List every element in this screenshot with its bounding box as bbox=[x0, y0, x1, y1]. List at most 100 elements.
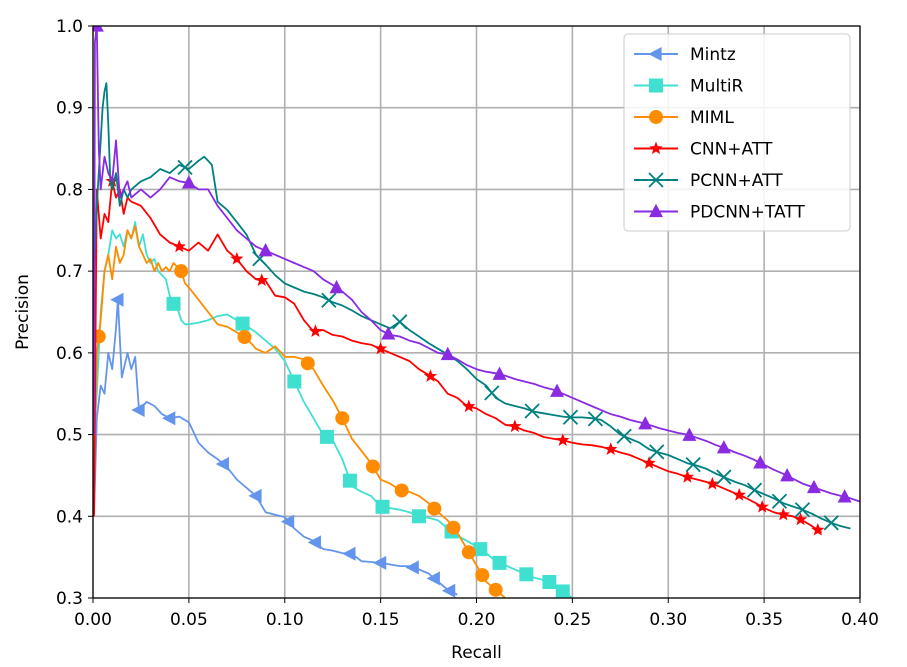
x-tick-label: 0.25 bbox=[553, 610, 591, 630]
y-tick-label: 0.9 bbox=[56, 99, 83, 119]
data-point-pdcnn-tatt bbox=[550, 383, 565, 397]
data-point-pcnn-att bbox=[716, 469, 732, 485]
x-tick-label: 0.10 bbox=[266, 610, 304, 630]
legend-marker bbox=[649, 110, 663, 124]
data-point-pdcnn-tatt bbox=[381, 326, 396, 340]
legend-label: Mintz bbox=[690, 45, 736, 65]
axis-ticks: 0.00 0.05 0.10 0.15 0.20 0.25 0.30 0.35 0.40 0.3 0… bbox=[56, 17, 879, 630]
series-line-pdcnn-tatt bbox=[93, 26, 860, 503]
data-point-cnn-att bbox=[423, 369, 438, 382]
legend-item-cnn-att: CNN+ATT bbox=[634, 140, 773, 160]
y-tick-label: 0.7 bbox=[56, 262, 83, 282]
x-tick-label: 0.05 bbox=[170, 610, 208, 630]
data-point-multir bbox=[411, 509, 426, 524]
data-point-pdcnn-tatt bbox=[837, 489, 852, 503]
data-point-pcnn-att bbox=[823, 515, 839, 531]
y-tick-label: 0.4 bbox=[56, 507, 83, 527]
data-point-pdcnn-tatt bbox=[492, 366, 507, 380]
data-point-pcnn-att bbox=[524, 403, 540, 419]
legend-label: CNN+ATT bbox=[690, 140, 773, 160]
legend-marker bbox=[648, 47, 662, 61]
legend-item-pdcnn-tatt: PDCNN+TATT bbox=[634, 203, 805, 223]
data-point-pdcnn-tatt bbox=[806, 479, 821, 494]
x-tick-label: 0.00 bbox=[74, 610, 112, 630]
data-point-cnn-att bbox=[755, 499, 769, 513]
data-point-cnn-att bbox=[255, 273, 269, 286]
data-point-pdcnn-tatt bbox=[716, 440, 731, 454]
data-point-cnn-att bbox=[793, 512, 808, 526]
data-point-cnn-att bbox=[373, 341, 388, 355]
data-point-multir bbox=[166, 296, 181, 311]
data-point-miml bbox=[174, 264, 189, 279]
series-line-miml bbox=[93, 225, 506, 598]
data-point-miml bbox=[427, 501, 442, 516]
data-point-pdcnn-tatt bbox=[181, 175, 196, 189]
series-miml bbox=[93, 225, 506, 598]
x-axis-label: Recall bbox=[451, 643, 502, 663]
data-point-miml bbox=[237, 330, 252, 345]
data-point-mintz bbox=[215, 456, 229, 471]
data-point-cnn-att bbox=[642, 456, 656, 469]
data-point-cnn-att bbox=[680, 470, 695, 483]
legend-marker bbox=[648, 172, 664, 188]
data-point-pcnn-att bbox=[587, 411, 604, 427]
x-tick-label: 0.30 bbox=[649, 610, 687, 630]
legend-item-mintz: Mintz bbox=[634, 45, 736, 65]
data-point-cnn-att bbox=[230, 251, 244, 265]
x-tick-label: 0.20 bbox=[458, 610, 496, 630]
data-point-mintz bbox=[307, 535, 322, 550]
data-point-pcnn-att bbox=[177, 159, 193, 176]
series-line-pcnn-att bbox=[93, 82, 851, 530]
x-tick-label: 0.35 bbox=[745, 610, 783, 630]
data-point-multir bbox=[319, 429, 334, 444]
data-point-pdcnn-tatt bbox=[753, 455, 768, 469]
data-point-multir bbox=[287, 374, 302, 389]
data-point-multir bbox=[342, 473, 357, 488]
y-tick-label: 0.6 bbox=[56, 344, 83, 364]
legend-marker bbox=[649, 141, 663, 155]
data-point-cnn-att bbox=[308, 324, 323, 337]
data-point-cnn-att bbox=[732, 488, 746, 501]
data-point-cnn-att bbox=[508, 419, 522, 433]
data-point-multir bbox=[473, 542, 488, 557]
data-point-cnn-att bbox=[462, 399, 476, 413]
data-point-cnn-att bbox=[811, 523, 825, 536]
data-point-pcnn-att bbox=[321, 292, 337, 308]
data-point-cnn-att bbox=[556, 433, 570, 446]
data-point-cnn-att bbox=[776, 507, 790, 521]
y-tick-label: 0.3 bbox=[56, 589, 83, 609]
data-point-mintz bbox=[372, 555, 387, 570]
data-point-pdcnn-tatt bbox=[93, 26, 104, 32]
y-tick-label: 0.5 bbox=[56, 426, 83, 446]
data-point-multir bbox=[235, 316, 250, 331]
data-point-pcnn-att bbox=[771, 493, 788, 509]
data-point-miml bbox=[488, 582, 503, 597]
legend-marker bbox=[649, 78, 663, 93]
data-point-pdcnn-tatt bbox=[780, 468, 795, 482]
data-point-pdcnn-tatt bbox=[682, 427, 697, 441]
series-mintz bbox=[93, 292, 458, 598]
data-point-miml bbox=[446, 520, 461, 535]
data-point-pcnn-att bbox=[484, 385, 500, 401]
legend-item-pcnn-att: PCNN+ATT bbox=[634, 171, 783, 191]
legend-box bbox=[623, 33, 851, 232]
data-point-multir bbox=[519, 567, 534, 582]
series-pdcnn-tatt bbox=[93, 26, 860, 503]
data-point-pcnn-att bbox=[392, 314, 408, 330]
x-tick-label: 0.40 bbox=[841, 610, 879, 630]
data-point-mintz bbox=[426, 571, 440, 586]
data-point-mintz bbox=[162, 411, 176, 426]
data-point-miml bbox=[461, 545, 476, 560]
data-point-cnn-att bbox=[705, 476, 720, 490]
data-point-mintz bbox=[110, 292, 124, 307]
data-point-multir bbox=[555, 584, 570, 598]
data-point-miml bbox=[475, 568, 490, 583]
y-tick-label: 1.0 bbox=[56, 17, 83, 37]
data-point-pdcnn-tatt bbox=[638, 416, 653, 430]
legend-item-miml: MIML bbox=[634, 108, 734, 128]
data-point-mintz bbox=[280, 514, 295, 529]
data-point-cnn-att bbox=[604, 442, 618, 455]
series-multir bbox=[93, 221, 573, 598]
legend-label: PCNN+ATT bbox=[690, 171, 783, 191]
